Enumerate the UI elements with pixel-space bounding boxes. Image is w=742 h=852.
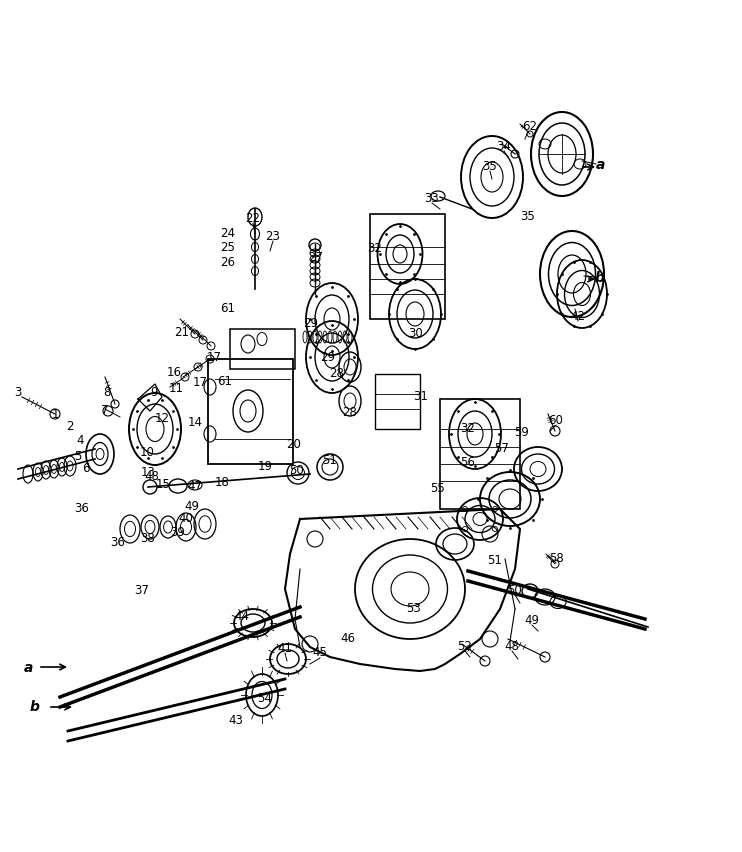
Text: 52: 52: [458, 639, 473, 652]
Text: 32: 32: [461, 421, 476, 434]
Text: 55: 55: [430, 481, 445, 494]
Text: 8: 8: [103, 386, 111, 399]
Text: 14: 14: [188, 415, 203, 428]
Text: 51: 51: [487, 553, 502, 566]
Text: 21: 21: [174, 325, 189, 338]
Text: 44: 44: [234, 609, 249, 622]
Text: 46: 46: [341, 630, 355, 644]
Text: 37: 37: [134, 583, 149, 596]
Text: 20: 20: [286, 438, 301, 451]
Text: 23: 23: [266, 229, 280, 242]
Text: 36: 36: [111, 536, 125, 549]
Text: 48: 48: [505, 639, 519, 652]
Text: 17: 17: [192, 375, 208, 388]
Text: 42: 42: [571, 309, 585, 322]
Text: 31: 31: [413, 389, 428, 402]
Bar: [440, 400, 520, 509]
Text: 61: 61: [220, 301, 235, 314]
Text: b: b: [30, 699, 40, 713]
Text: 62: 62: [522, 119, 537, 132]
Text: 45: 45: [312, 646, 327, 659]
Text: 1: 1: [51, 408, 59, 421]
Text: 35: 35: [482, 159, 497, 172]
Text: 33: 33: [424, 192, 439, 204]
Text: 54: 54: [257, 691, 272, 704]
Text: 16: 16: [166, 365, 182, 378]
Text: 41: 41: [278, 641, 292, 653]
Text: 58: 58: [548, 551, 563, 564]
Text: 49: 49: [185, 499, 200, 512]
Text: 10: 10: [139, 446, 154, 459]
Text: b: b: [595, 271, 605, 285]
Text: 40: 40: [179, 511, 194, 524]
Text: 50: 50: [508, 583, 522, 596]
Bar: [230, 330, 295, 370]
Bar: [370, 215, 445, 320]
Text: 5: 5: [74, 449, 82, 462]
Text: 51: 51: [323, 453, 338, 466]
Text: 17: 17: [206, 350, 222, 363]
Text: 34: 34: [496, 140, 511, 153]
Text: 35: 35: [521, 210, 536, 222]
Text: 32: 32: [367, 241, 382, 254]
Text: 47: 47: [188, 479, 203, 492]
Text: 39: 39: [171, 526, 186, 538]
Text: 30: 30: [409, 326, 424, 339]
Text: 43: 43: [229, 712, 243, 726]
Text: 29: 29: [303, 316, 318, 329]
Text: 57: 57: [495, 441, 510, 454]
Text: 59: 59: [514, 426, 530, 439]
Text: 24: 24: [220, 227, 235, 239]
Text: 2: 2: [66, 420, 73, 433]
Text: 7: 7: [101, 403, 109, 416]
Text: 25: 25: [220, 240, 235, 253]
Text: 26: 26: [220, 256, 235, 268]
Text: 53: 53: [407, 601, 421, 613]
Text: 11: 11: [168, 381, 183, 394]
Text: 36: 36: [74, 501, 90, 514]
Text: 48: 48: [145, 469, 160, 482]
Text: 61: 61: [217, 374, 232, 387]
Text: 15: 15: [156, 477, 171, 490]
Text: 22: 22: [246, 211, 260, 224]
Text: 4: 4: [76, 433, 84, 446]
Bar: [375, 375, 420, 429]
Text: a: a: [595, 158, 605, 172]
Text: 49: 49: [525, 613, 539, 625]
Text: a: a: [23, 660, 33, 674]
Text: 18: 18: [214, 475, 229, 488]
Text: 13: 13: [140, 466, 155, 479]
Bar: [208, 360, 293, 464]
Text: 38: 38: [141, 531, 155, 544]
Text: 50: 50: [289, 463, 304, 476]
Text: 28: 28: [343, 405, 358, 418]
Text: 27: 27: [309, 250, 324, 263]
Text: 12: 12: [154, 411, 169, 424]
Text: 19: 19: [257, 460, 272, 473]
Text: 3: 3: [14, 386, 22, 399]
Text: 6: 6: [82, 461, 90, 474]
Text: 56: 56: [461, 456, 476, 469]
Text: 9: 9: [150, 386, 158, 399]
Text: 29: 29: [321, 350, 335, 363]
Text: 28: 28: [329, 366, 344, 379]
Text: 60: 60: [548, 413, 563, 426]
